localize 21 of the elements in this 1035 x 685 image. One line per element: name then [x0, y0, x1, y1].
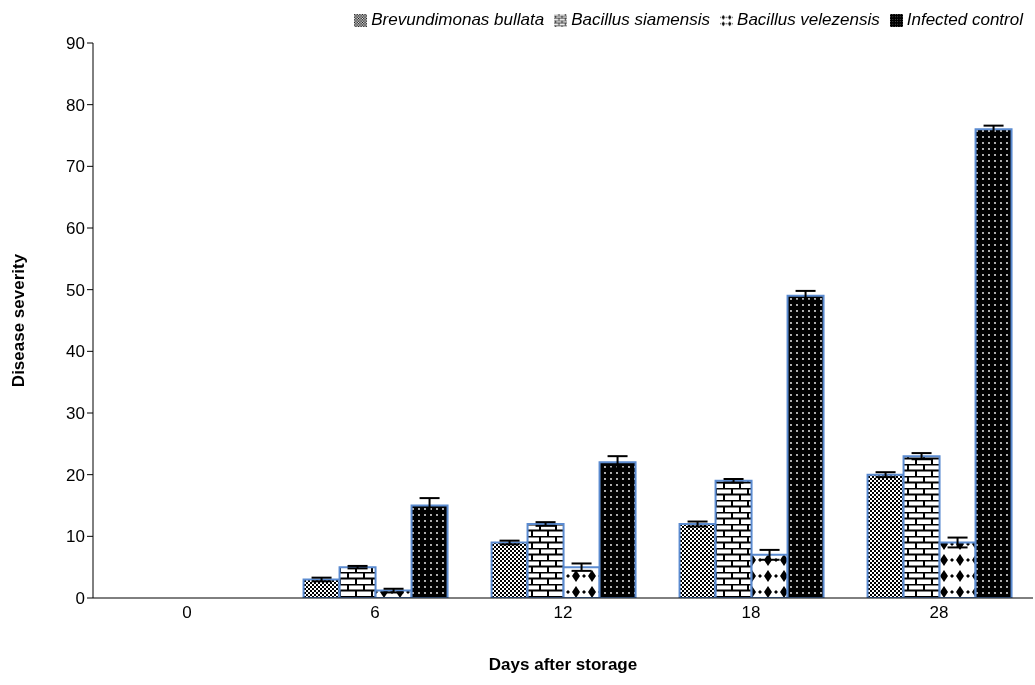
y-tick-label: 0	[75, 589, 85, 609]
y-tick-label: 70	[66, 157, 85, 177]
legend-label: Infected control	[906, 10, 1023, 29]
y-axis-title: Disease severity	[9, 253, 29, 388]
x-tick-label: 0	[182, 603, 192, 623]
x-axis-title: Days after storage	[488, 655, 638, 674]
x-tick-label: 18	[741, 603, 761, 623]
y-tick-label: 80	[66, 95, 85, 115]
legend-label: Brevundimonas bullata	[371, 10, 545, 29]
y-tick-label: 90	[66, 34, 85, 54]
y-tick-label: 60	[66, 219, 85, 239]
legend-label: Bacillus siamensis	[571, 10, 711, 29]
y-tick-label: 20	[66, 465, 85, 485]
x-tick-label: 12	[553, 603, 573, 623]
y-tick-label: 40	[66, 342, 85, 362]
y-tick-label: 50	[66, 280, 85, 300]
y-tick-label: 10	[66, 527, 85, 547]
legend-label: Bacillus velezensis	[737, 10, 880, 29]
y-tick-label: 30	[66, 404, 85, 424]
x-tick-label: 28	[929, 603, 949, 623]
x-tick-label: 6	[370, 603, 380, 623]
